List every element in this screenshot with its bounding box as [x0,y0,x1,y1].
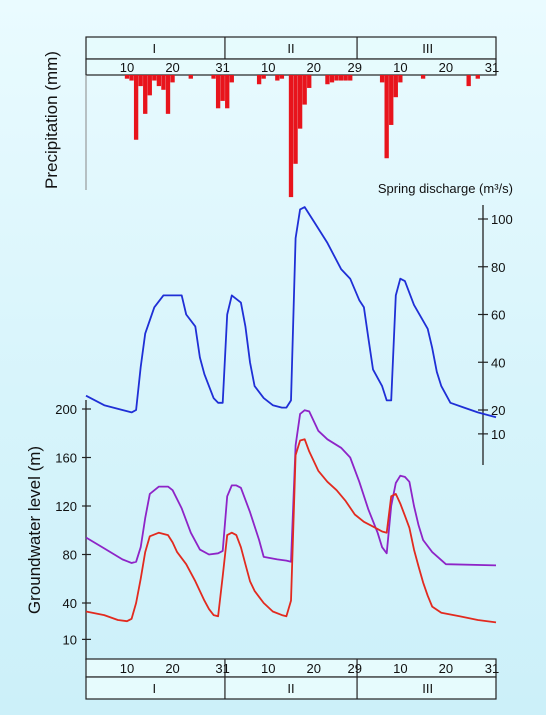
precipitation-bar [275,75,280,81]
top-tick-label: 20 [165,60,179,75]
precipitation-bar [229,75,234,83]
precipitation-panel: Precipitation (mm) [42,51,480,198]
discharge-tick-label: 20 [491,403,505,418]
top-tick-label: 20 [307,60,321,75]
precipitation-bar [211,75,216,79]
precipitation-bar [152,75,157,81]
precipitation-bar [389,75,394,125]
precipitation-bar [161,75,166,90]
top-month-scale: I II III 10 20 31 10 20 29 10 20 31 [85,36,499,76]
precipitation-bar [147,75,152,96]
bottom-tick-label: 10 [120,661,134,676]
precipitation-bar [256,75,262,85]
precipitation-bar [334,75,339,81]
bottom-tick-label: 10 [261,661,275,676]
groundwater-tick-label: 10 [63,632,77,647]
groundwater-tick-label: 120 [55,499,77,514]
precipitation-bar [215,75,221,109]
precipitation-bar [297,75,303,129]
precipitation-axis-label: Precipitation (mm) [42,51,61,189]
top-tick-label: 10 [393,60,407,75]
bottom-month-label: III [422,681,433,696]
groundwater-tick-label: 40 [63,596,77,611]
precipitation-bar [475,75,480,79]
discharge-tick-label: 100 [491,212,513,227]
groundwater-axis-label: Groundwater level (m) [25,446,44,614]
top-tick-label: 29 [348,60,362,75]
top-tick-label: 31 [485,60,499,75]
spring-discharge-line [85,206,497,419]
groundwater-tick-label: 80 [63,548,77,563]
groundwater-tick-label: 160 [55,451,77,466]
top-tick-label: 10 [261,60,275,75]
precipitation-bar [165,75,171,114]
precipitation-bar [133,75,139,140]
discharge-tick-label: 60 [491,308,505,323]
bottom-month-label: II [287,681,294,696]
precipitation-bar [384,75,389,159]
precipitation-bar [129,75,134,81]
precipitation-bar [124,75,130,79]
discharge-tick-label: 80 [491,260,505,275]
bottom-tick-label: 29 [348,661,362,676]
precipitation-bar [288,75,294,198]
precipitation-bar [466,75,471,87]
groundwater-line-2 [85,438,497,624]
precipitation-bar [225,75,230,109]
precipitation-bar [220,75,225,101]
bottom-tick-label: 31 [215,661,229,676]
bottom-month-label: I [153,681,157,696]
precipitation-bar [329,75,335,83]
precipitation-bar [156,75,162,87]
top-month-label: II [287,41,294,56]
precipitation-bar [293,75,298,164]
top-tick-label: 10 [120,60,134,75]
bottom-tick-label: 20 [165,661,179,676]
bottom-tick-label: 31 [485,661,499,676]
top-tick-label: 20 [439,60,453,75]
precipitation-bar [261,75,266,79]
top-tick-label: 31 [215,60,229,75]
top-month-label: III [422,41,433,56]
spring-discharge-axis: Spring discharge (m³/s) 100 80 60 40 20 10 [378,181,513,465]
bottom-tick-label: 20 [307,661,321,676]
precipitation-bar [343,75,348,81]
precipitation-bar [307,75,312,88]
precipitation-bar [393,75,398,98]
bottom-month-scale: 10 20 31 10 20 29 10 20 31 I II III [85,658,499,700]
groundwater-axis: Groundwater level (m) 200 160 120 80 40 10 [25,400,91,660]
precipitation-bar [188,75,193,79]
precipitation-bar [398,75,403,83]
groundwater-line-1 [85,409,497,567]
precipitation-bar [338,75,344,81]
top-month-label: I [153,41,157,56]
bottom-tick-label: 10 [393,661,407,676]
groundwater-tick-label: 200 [55,402,77,417]
discharge-tick-label: 40 [491,355,505,370]
spring-discharge-axis-label: Spring discharge (m³/s) [378,181,513,196]
precipitation-bar [279,75,285,79]
precipitation-bar [325,75,330,85]
bottom-tick-label: 20 [439,661,453,676]
precipitation-bar [348,75,353,81]
precipitation-bar [138,75,143,87]
precipitation-bar [379,75,385,83]
precipitation-bar [143,75,148,114]
precipitation-bar [302,75,307,105]
discharge-tick-label: 10 [491,427,505,442]
precipitation-bar [420,75,426,79]
precipitation-bar [170,75,175,83]
